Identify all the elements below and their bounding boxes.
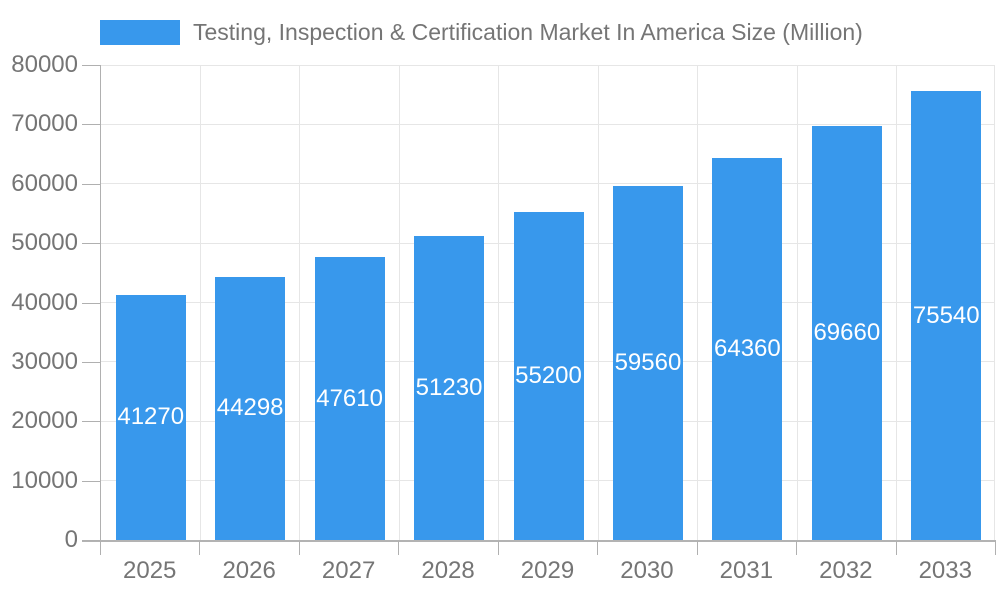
y-axis-tick-label: 70000 (11, 110, 78, 138)
x-axis-tick-label: 2032 (819, 557, 873, 584)
legend-label: Testing, Inspection & Certification Mark… (193, 19, 863, 45)
x-axis-tick (895, 541, 897, 555)
gridline-vertical (896, 65, 898, 540)
y-axis-tick-label: 50000 (11, 229, 78, 257)
bar[interactable]: 75540 (911, 91, 982, 540)
legend-item[interactable]: Testing, Inspection & Certification Mark… (100, 19, 863, 46)
bar-value-label: 55200 (515, 362, 582, 390)
x-axis-tick (796, 541, 798, 555)
gridline-vertical (498, 65, 500, 540)
y-axis-tick-label: 20000 (11, 407, 78, 435)
gridline-vertical (199, 65, 201, 540)
bar-value-label: 47610 (316, 384, 383, 412)
bar-value-label: 75540 (912, 301, 980, 329)
legend: Testing, Inspection & Certification Mark… (100, 19, 863, 46)
y-axis-tick (82, 540, 100, 541)
x-axis-tick (597, 541, 599, 555)
x-axis-tick-label: 2028 (421, 557, 475, 584)
x-axis-tick-label: 2027 (321, 557, 376, 584)
bar[interactable]: 51230 (414, 235, 485, 540)
y-axis-tick-label: 80000 (11, 51, 78, 78)
bar[interactable]: 41270 (115, 294, 186, 540)
x-axis-tick (696, 541, 698, 555)
x-axis-tick (100, 541, 101, 555)
gridline-vertical (697, 65, 699, 540)
y-axis-tick (82, 361, 100, 363)
y-axis-tick (82, 65, 100, 66)
y-axis-tick-label: 60000 (11, 169, 78, 197)
y-axis-tick (82, 183, 100, 185)
x-axis-tick (398, 541, 400, 555)
x-axis-tick-label: 2029 (520, 557, 575, 584)
x-axis-tick (497, 541, 499, 555)
bar[interactable]: 47610 (314, 257, 385, 540)
gridline-horizontal (101, 64, 994, 66)
y-axis-tick (82, 124, 100, 126)
x-axis-tick (199, 541, 201, 555)
gridline-vertical (299, 65, 301, 540)
bar[interactable]: 64360 (712, 157, 783, 540)
bar[interactable]: 44298 (215, 276, 286, 540)
gridline-vertical (398, 65, 400, 540)
bar-value-label: 41270 (117, 403, 185, 431)
legend-swatch-icon (100, 20, 180, 45)
bar[interactable]: 59560 (612, 186, 683, 540)
plot-area: 41270 44298 47610 51230 55200 59560 64360 69660… (100, 64, 995, 540)
y-axis-tick-label: 40000 (11, 288, 78, 316)
bar-value-label: 44298 (216, 394, 284, 422)
x-axis-tick-label: 2025 (123, 557, 177, 584)
bar-value-label: 51230 (415, 373, 483, 401)
bar-value-label: 69660 (813, 319, 881, 347)
bar[interactable]: 69660 (811, 126, 882, 540)
gridline-horizontal (101, 123, 994, 125)
x-axis-tick (298, 541, 300, 555)
bar-value-label: 59560 (614, 349, 682, 377)
gridline-vertical (796, 65, 798, 540)
y-axis-tick (82, 480, 100, 482)
y-axis-tick (82, 421, 100, 423)
y-axis-tick (82, 243, 100, 245)
bar[interactable]: 55200 (513, 212, 584, 540)
gridline-vertical (597, 65, 599, 540)
x-axis-tick-label: 2031 (719, 557, 774, 584)
x-axis-tick-label: 2030 (620, 557, 674, 584)
y-axis-tick-label: 30000 (11, 347, 78, 375)
gridline-horizontal (101, 183, 994, 185)
y-axis-tick-label: 0 (64, 526, 78, 553)
x-axis-line (82, 540, 996, 542)
y-axis-tick (82, 302, 100, 304)
y-axis-tick-label: 10000 (11, 466, 78, 494)
x-axis-tick-label: 2026 (222, 557, 276, 584)
x-axis-tick-label: 2033 (918, 557, 972, 584)
x-axis-tick (995, 541, 996, 555)
bar-value-label: 64360 (714, 334, 781, 362)
